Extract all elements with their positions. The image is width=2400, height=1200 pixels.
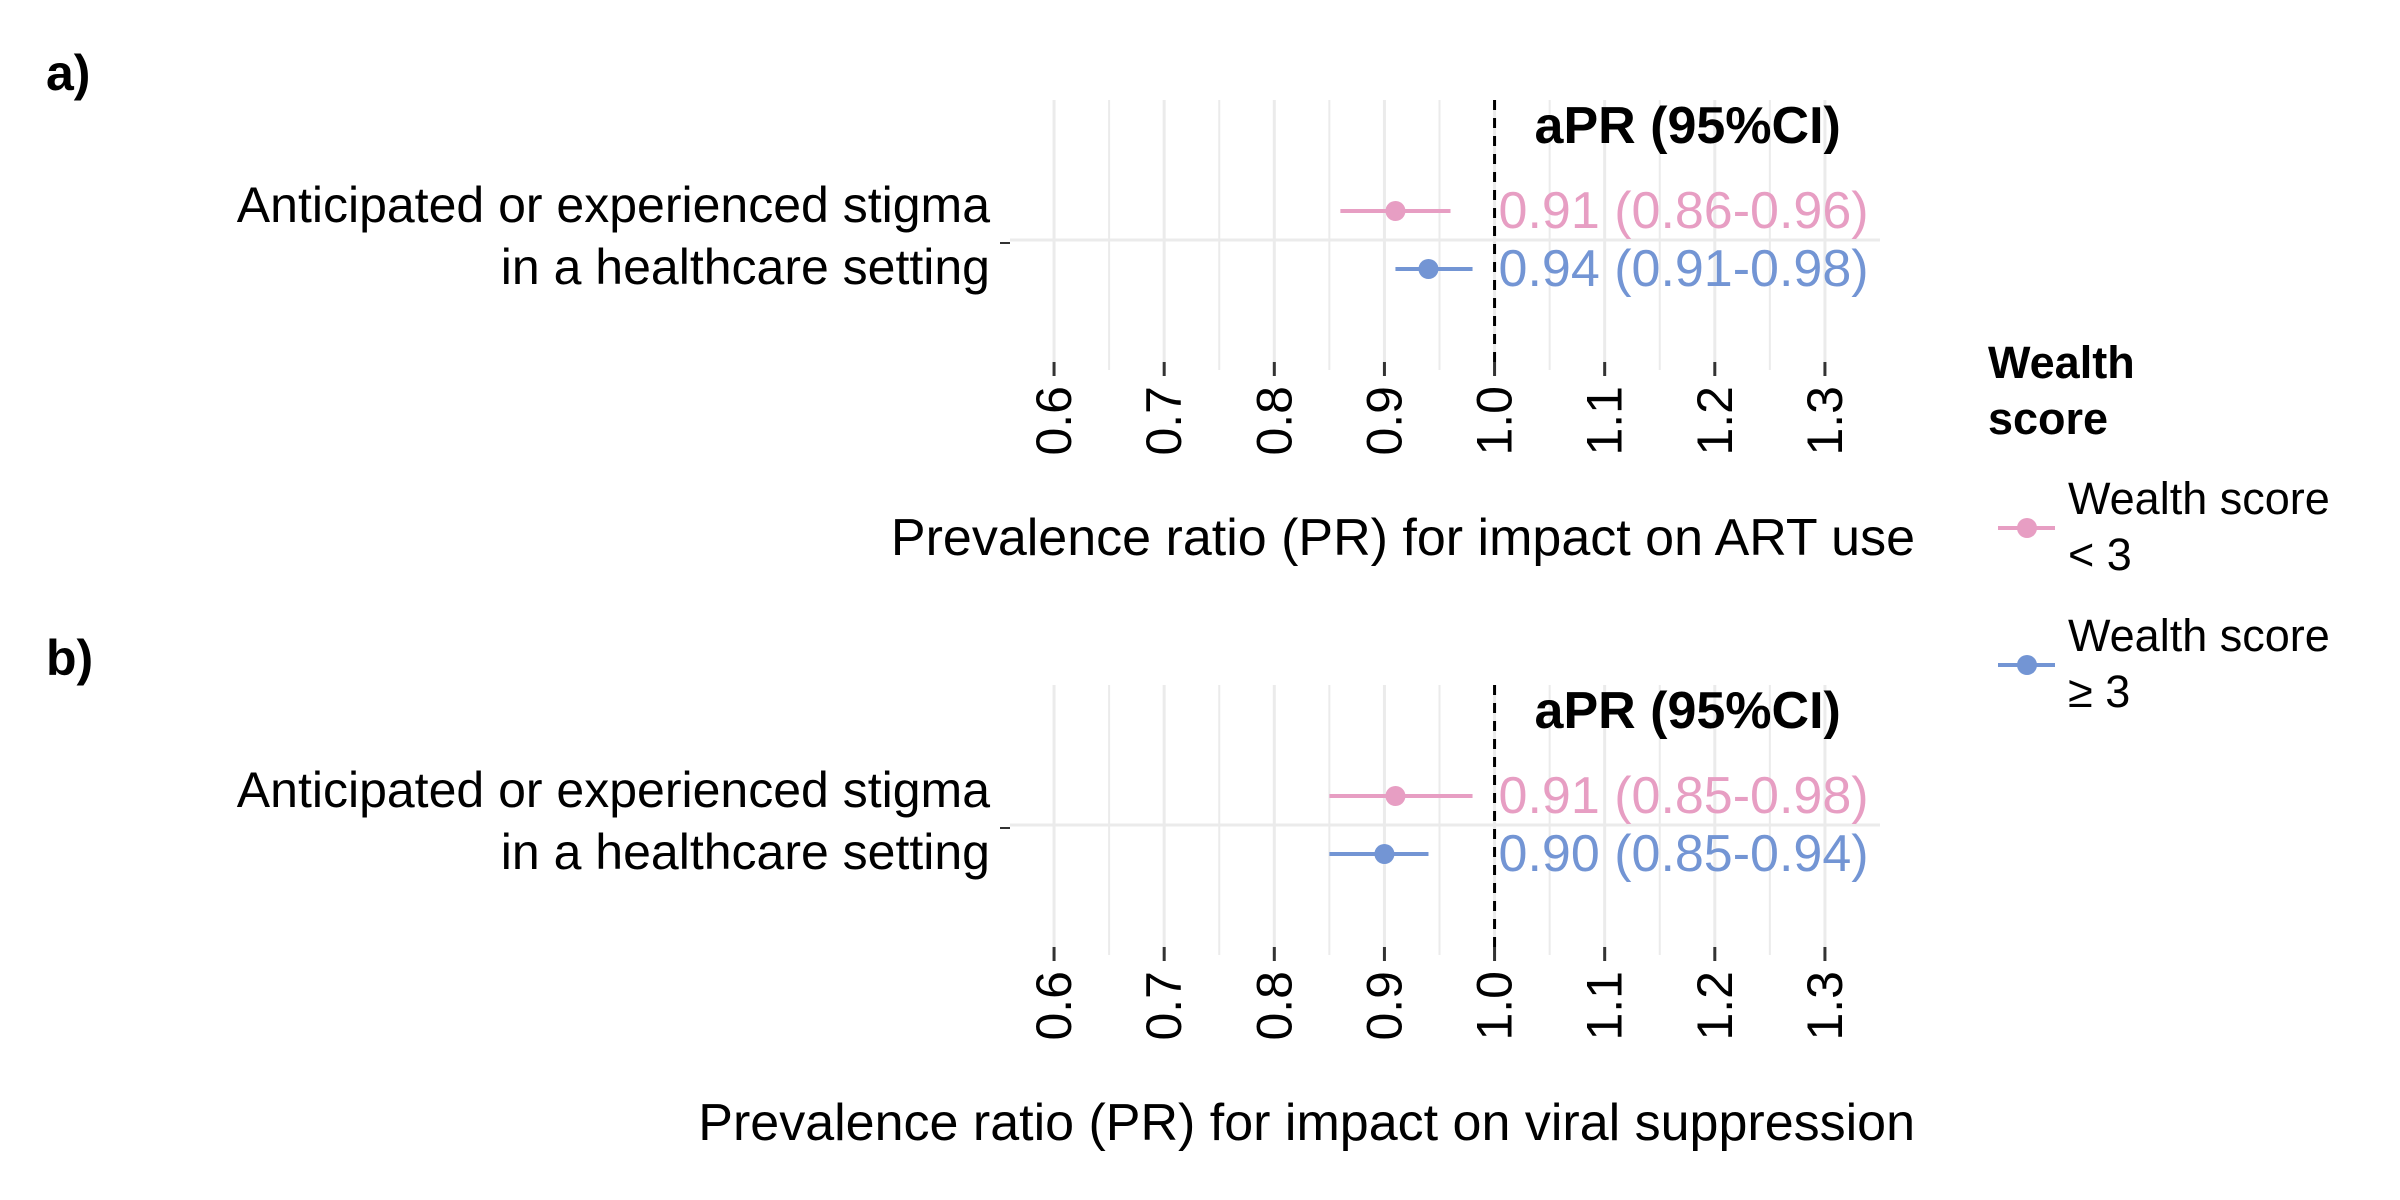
legend-key-point [2017,518,2037,538]
estimate-header: aPR (95%CI) [1535,682,1841,740]
x-tick-label: 0.8 [1246,971,1302,1041]
x-tick-label: 1.0 [1467,971,1523,1041]
category-label: Anticipated or experienced stigma [237,762,990,818]
point-estimate [1374,844,1395,864]
category-label: in a healthcare setting [501,824,990,880]
x-tick-label: 0.9 [1356,386,1412,456]
x-tick-label: 1.2 [1687,971,1743,1041]
x-tick-label: 1.0 [1467,386,1523,456]
estimate-label: 0.90 (0.85-0.94) [1499,825,1869,883]
x-axis-title: Prevalence ratio (PR) for impact on ART … [891,509,1915,567]
x-tick-label: 1.3 [1797,971,1853,1041]
x-axis-title: Prevalence ratio (PR) for impact on vira… [698,1094,1915,1152]
category-label: Anticipated or experienced stigma [237,177,990,233]
x-tick-label: 1.1 [1577,971,1633,1041]
legend-item-label: ≥ 3 [2068,666,2130,717]
legend-item-label: Wealth score [2068,473,2330,524]
panel-b: b) aPR (95%CI) Anticipated or experienced … [46,630,1915,1152]
legend-item-label: Wealth score [2068,610,2330,661]
panel-label: a) [46,45,90,101]
x-tick-label: 0.7 [1136,386,1192,456]
legend-title: Wealth [1988,337,2135,388]
estimate-label: 0.94 (0.91-0.98) [1499,240,1869,298]
point-estimate [1385,201,1406,221]
x-tick-label: 0.6 [1026,386,1082,456]
legend-key-point [2017,655,2037,675]
legend-title: score [1988,393,2108,444]
category-label: in a healthcare setting [501,239,990,295]
panel-label: b) [46,630,93,686]
estimate-label: 0.91 (0.85-0.98) [1499,767,1869,825]
estimate-label: 0.91 (0.86-0.96) [1499,182,1869,240]
x-tick-label: 1.1 [1577,386,1633,456]
point-estimate [1418,259,1439,279]
legend-item-label: < 3 [2068,529,2132,580]
x-tick-label: 1.3 [1797,386,1853,456]
x-tick-label: 0.6 [1026,971,1082,1041]
point-estimate [1385,786,1406,806]
x-tick-label: 0.8 [1246,386,1302,456]
panel-a: a) aPR (95%CI) Anticipated or experienced … [46,45,1915,567]
x-tick-label: 1.2 [1687,386,1743,456]
estimate-header: aPR (95%CI) [1535,97,1841,155]
x-tick-label: 0.9 [1356,971,1412,1041]
x-tick-label: 0.7 [1136,971,1192,1041]
